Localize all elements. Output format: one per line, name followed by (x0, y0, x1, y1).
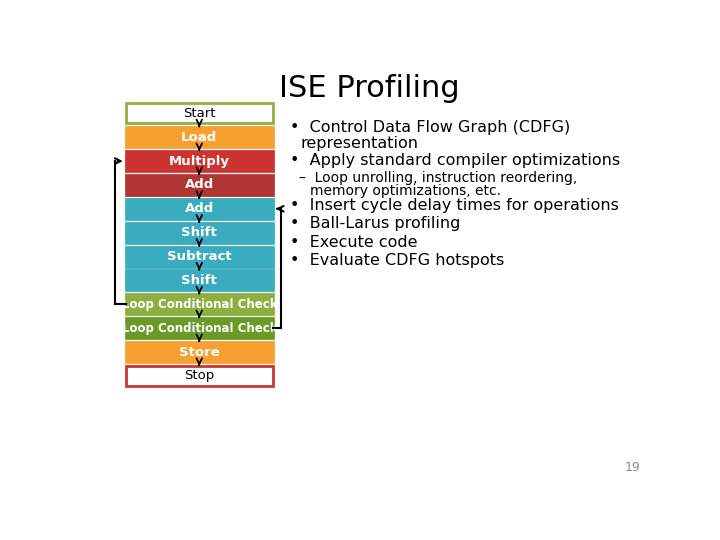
FancyBboxPatch shape (126, 271, 273, 291)
Text: ISE Profiling: ISE Profiling (279, 74, 459, 103)
FancyBboxPatch shape (126, 366, 273, 386)
Text: •  Insert cycle delay times for operations: • Insert cycle delay times for operation… (290, 198, 618, 213)
Text: Load: Load (181, 131, 217, 144)
Text: •  Control Data Flow Graph (CDFG): • Control Data Flow Graph (CDFG) (290, 120, 570, 135)
FancyBboxPatch shape (126, 127, 273, 147)
Text: memory optimizations, etc.: memory optimizations, etc. (310, 184, 501, 198)
Text: representation: representation (301, 136, 419, 151)
Text: Shift: Shift (181, 274, 217, 287)
Text: Loop Conditional Check: Loop Conditional Check (122, 322, 277, 335)
Text: Add: Add (184, 178, 214, 191)
Text: Multiply: Multiply (168, 154, 230, 167)
Text: Shift: Shift (181, 226, 217, 239)
Text: •  Apply standard compiler optimizations: • Apply standard compiler optimizations (290, 153, 620, 167)
Text: Loop Conditional Check: Loop Conditional Check (122, 298, 277, 310)
Text: Subtract: Subtract (167, 250, 232, 263)
FancyBboxPatch shape (126, 318, 273, 338)
FancyBboxPatch shape (126, 199, 273, 219)
Text: –  Loop unrolling, instruction reordering,: – Loop unrolling, instruction reordering… (300, 171, 577, 185)
FancyBboxPatch shape (126, 151, 273, 171)
FancyBboxPatch shape (126, 247, 273, 267)
Text: Add: Add (184, 202, 214, 215)
Text: 19: 19 (624, 462, 640, 475)
FancyBboxPatch shape (126, 175, 273, 195)
Text: •  Evaluate CDFG hotspots: • Evaluate CDFG hotspots (290, 253, 504, 268)
Text: Stop: Stop (184, 369, 215, 382)
Text: •  Execute code: • Execute code (290, 235, 418, 250)
FancyBboxPatch shape (126, 294, 273, 314)
Text: Store: Store (179, 346, 220, 359)
FancyBboxPatch shape (126, 222, 273, 242)
FancyBboxPatch shape (126, 103, 273, 123)
FancyBboxPatch shape (126, 342, 273, 362)
Text: •  Ball-Larus profiling: • Ball-Larus profiling (290, 217, 460, 232)
Text: Start: Start (183, 107, 215, 120)
